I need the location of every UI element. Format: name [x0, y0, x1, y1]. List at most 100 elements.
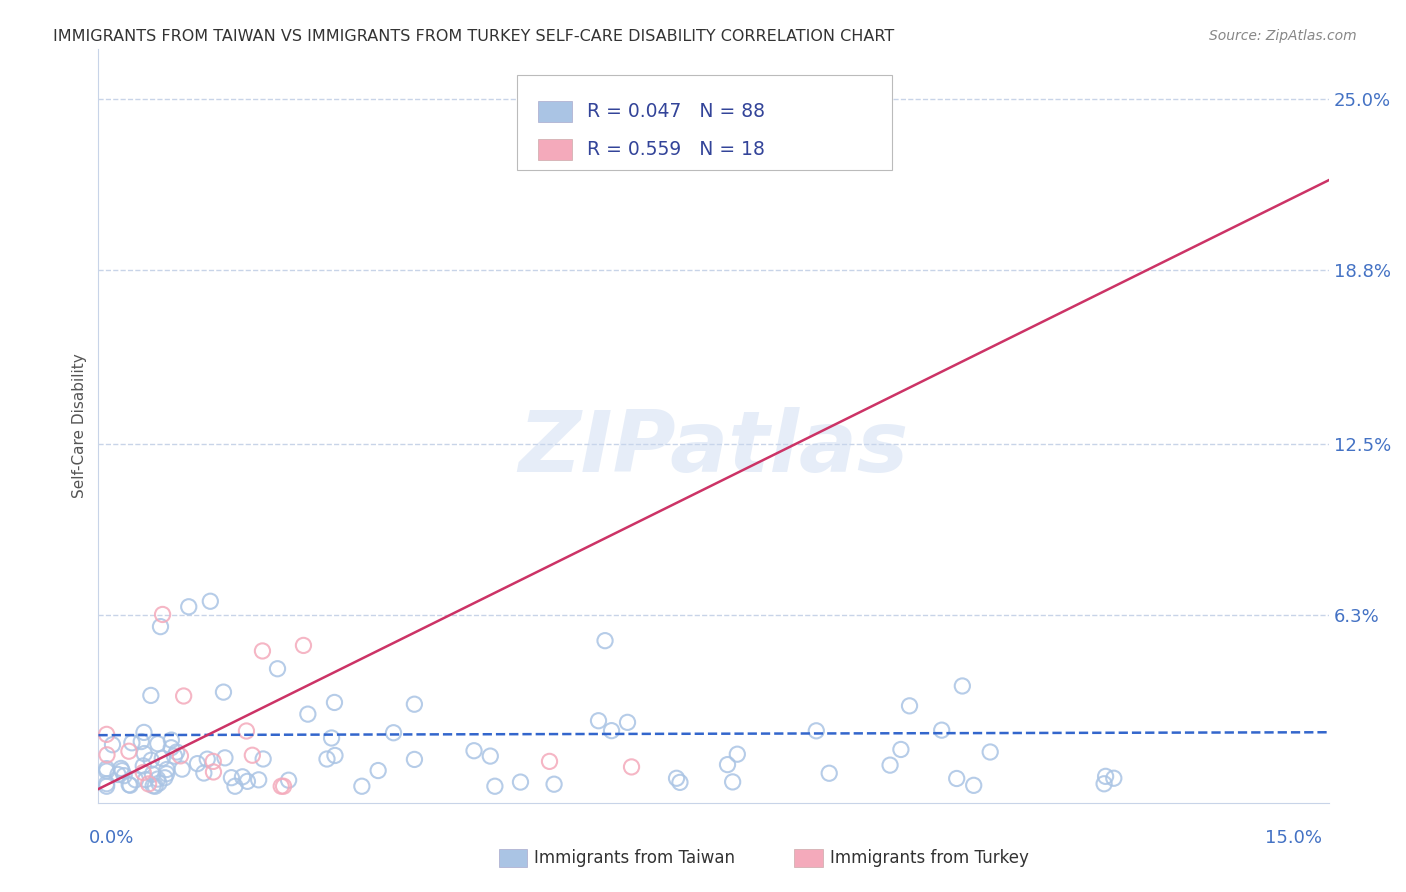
Point: [479, 749, 502, 764]
FancyBboxPatch shape: [517, 76, 891, 169]
Point: [252, 752, 274, 766]
Point: [143, 779, 166, 793]
Point: [890, 742, 912, 756]
Point: [111, 764, 134, 778]
Point: [509, 775, 531, 789]
Point: [96, 762, 118, 776]
Text: R = 0.047   N = 88: R = 0.047 N = 88: [586, 102, 765, 121]
Point: [543, 777, 565, 791]
Point: [1102, 771, 1125, 785]
Point: [96, 779, 118, 793]
Point: [107, 767, 129, 781]
Point: [160, 740, 183, 755]
Point: [163, 749, 186, 764]
Point: [323, 696, 346, 710]
Point: [1094, 769, 1116, 783]
Point: [118, 778, 141, 792]
Point: [323, 748, 346, 763]
Point: [297, 707, 319, 722]
Text: Immigrants from Taiwan: Immigrants from Taiwan: [534, 849, 735, 867]
Point: [879, 758, 901, 772]
Point: [350, 779, 373, 793]
Point: [160, 733, 183, 747]
Point: [270, 779, 292, 793]
Point: [195, 752, 218, 766]
Point: [166, 745, 188, 759]
Point: [484, 779, 506, 793]
Point: [110, 761, 132, 775]
Point: [193, 766, 215, 780]
Point: [950, 679, 973, 693]
Text: IMMIGRANTS FROM TAIWAN VS IMMIGRANTS FROM TURKEY SELF-CARE DISABILITY CORRELATIO: IMMIGRANTS FROM TAIWAN VS IMMIGRANTS FRO…: [53, 29, 894, 44]
Point: [96, 747, 118, 762]
Text: ZIPatlas: ZIPatlas: [519, 407, 908, 490]
Text: Immigrants from Turkey: Immigrants from Turkey: [830, 849, 1028, 867]
Point: [148, 776, 170, 790]
Point: [120, 778, 142, 792]
Point: [231, 770, 253, 784]
Point: [112, 769, 135, 783]
Point: [236, 774, 259, 789]
Point: [96, 777, 118, 791]
Point: [150, 751, 173, 765]
Point: [152, 607, 174, 622]
Point: [96, 727, 118, 741]
Point: [142, 779, 165, 793]
Point: [139, 689, 162, 703]
Point: [321, 731, 343, 745]
Point: [141, 767, 163, 781]
Point: [235, 724, 257, 739]
Point: [725, 747, 748, 762]
Point: [806, 723, 828, 738]
Point: [96, 764, 118, 778]
Point: [134, 747, 156, 761]
Point: [404, 752, 426, 766]
FancyBboxPatch shape: [537, 101, 572, 122]
Point: [177, 599, 200, 614]
Point: [963, 778, 986, 792]
Point: [382, 725, 405, 739]
Point: [716, 757, 738, 772]
Point: [721, 775, 744, 789]
Point: [266, 662, 288, 676]
Point: [169, 748, 191, 763]
Point: [118, 744, 141, 758]
Point: [121, 736, 143, 750]
Point: [588, 714, 610, 728]
Point: [463, 744, 485, 758]
Point: [669, 775, 692, 789]
Point: [132, 759, 155, 773]
Point: [202, 764, 225, 779]
Point: [156, 763, 179, 777]
Point: [593, 633, 616, 648]
Point: [146, 772, 169, 786]
Point: [979, 745, 1001, 759]
Point: [173, 689, 195, 703]
Point: [620, 760, 643, 774]
Point: [132, 765, 155, 780]
Point: [292, 639, 315, 653]
Point: [367, 764, 389, 778]
Point: [129, 734, 152, 748]
Point: [898, 698, 921, 713]
Point: [186, 756, 208, 771]
Point: [156, 766, 179, 780]
Y-axis label: Self-Care Disability: Self-Care Disability: [72, 353, 87, 499]
Point: [146, 737, 169, 751]
Point: [101, 738, 124, 752]
Point: [172, 762, 194, 776]
Text: 0.0%: 0.0%: [89, 830, 134, 847]
Point: [200, 594, 222, 608]
Point: [132, 725, 155, 739]
Point: [247, 772, 270, 787]
Point: [202, 755, 225, 769]
Point: [818, 766, 841, 780]
Point: [316, 752, 339, 766]
Point: [616, 715, 638, 730]
Point: [138, 777, 160, 791]
FancyBboxPatch shape: [537, 139, 572, 160]
Point: [1092, 777, 1115, 791]
Point: [931, 723, 953, 738]
Point: [273, 779, 295, 793]
Point: [221, 771, 243, 785]
